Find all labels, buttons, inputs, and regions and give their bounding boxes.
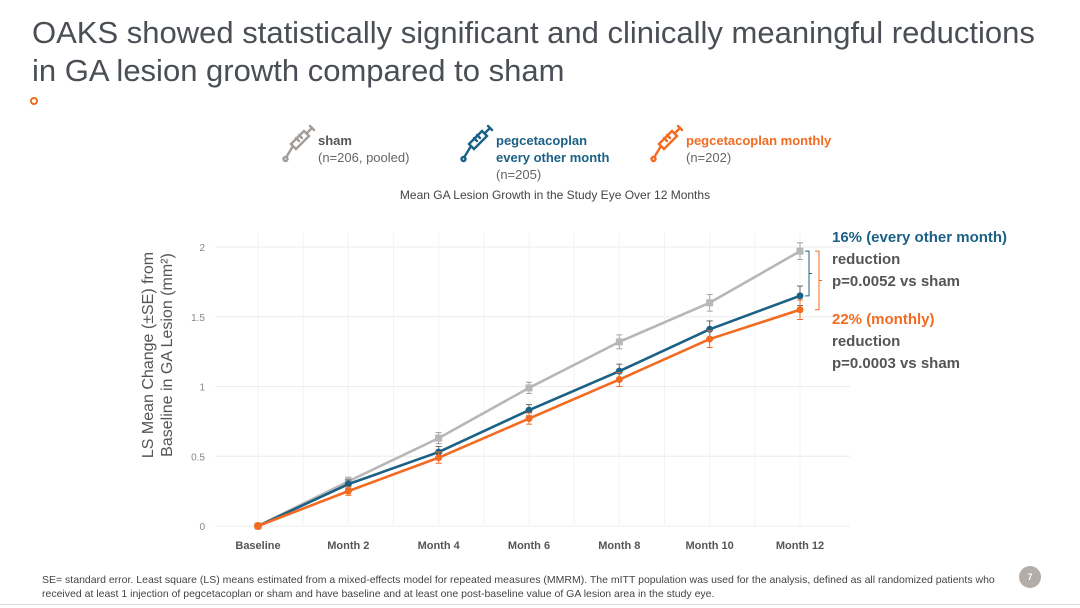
annotation-every-other-month: 16% (every other month) reduction p=0.00… bbox=[832, 227, 1007, 293]
data-point-every_other_month bbox=[796, 292, 804, 300]
data-point-monthly bbox=[615, 376, 623, 384]
legend-label-every-other-month-line2: every other month bbox=[496, 150, 610, 165]
syringe-icon bbox=[650, 124, 684, 163]
data-point-every_other_month bbox=[525, 406, 533, 414]
legend-n-every-other-month: (n=205) bbox=[496, 167, 542, 182]
data-point-sham bbox=[706, 299, 714, 307]
syringe-icon bbox=[460, 124, 494, 163]
chart-title: Mean GA Lesion Growth in the Study Eye O… bbox=[399, 188, 711, 202]
data-point-monthly bbox=[706, 335, 714, 343]
data-point-monthly bbox=[525, 415, 533, 423]
y-tick-label: 1.5 bbox=[191, 313, 205, 324]
page-number-badge: 7 bbox=[1019, 566, 1041, 588]
data-point-sham bbox=[615, 338, 623, 346]
bottom-divider bbox=[0, 604, 1080, 605]
legend-label-every-other-month-line1: pegcetacoplan bbox=[496, 133, 588, 148]
y-tick-label: 1 bbox=[199, 383, 205, 394]
annotation-eom-pct: 16% (every other month) bbox=[832, 229, 1008, 246]
annotation-monthly: 22% (monthly) reduction p=0.0003 vs sham bbox=[832, 309, 960, 375]
x-tick-label: Month 6 bbox=[508, 540, 550, 552]
footnote: SE= standard error. Least square (LS) me… bbox=[42, 574, 995, 600]
x-tick-label: Month 8 bbox=[598, 540, 640, 552]
data-point-baseline bbox=[254, 522, 262, 530]
title-divider bbox=[30, 97, 1080, 105]
annotation-monthly-reduction: reduction bbox=[832, 333, 901, 350]
legend-item-every-other-month: pegcetacoplan every other month (n=205) bbox=[458, 124, 609, 183]
legend-item-monthly: pegcetacoplan monthly (n=202) bbox=[648, 124, 831, 166]
data-point-every_other_month bbox=[344, 480, 352, 488]
x-tick-label: Month 2 bbox=[327, 540, 369, 552]
legend-label-sham: sham bbox=[318, 133, 352, 148]
y-tick-label: 0.5 bbox=[191, 452, 205, 463]
bracket-monthly bbox=[815, 250, 822, 311]
data-point-monthly bbox=[344, 487, 352, 495]
annotation-monthly-pct: 22% (monthly) bbox=[832, 311, 935, 328]
annotation-monthly-pvalue: p=0.0003 vs sham bbox=[832, 355, 961, 372]
x-tick-label: Month 4 bbox=[418, 540, 461, 552]
legend-label-monthly: pegcetacoplan monthly bbox=[686, 133, 832, 148]
y-tick-label: 0 bbox=[199, 522, 205, 533]
x-tick-label: Baseline bbox=[235, 540, 280, 552]
bracket-every-other-month bbox=[805, 250, 812, 297]
divider-circle-icon bbox=[30, 97, 38, 105]
x-tick-label: Month 12 bbox=[776, 540, 824, 552]
data-point-monthly bbox=[435, 454, 443, 462]
data-point-monthly bbox=[796, 306, 804, 314]
y-tick-label: 2 bbox=[199, 243, 205, 254]
data-point-sham bbox=[525, 384, 533, 392]
annotation-eom-reduction: reduction bbox=[832, 251, 901, 268]
annotation-eom-pvalue: p=0.0052 vs sham bbox=[832, 273, 961, 290]
data-point-sham bbox=[796, 247, 804, 255]
legend-n-sham: (n=206, pooled) bbox=[318, 150, 410, 165]
x-tick-label: Month 10 bbox=[686, 540, 734, 552]
legend-item-sham: sham (n=206, pooled) bbox=[280, 124, 409, 166]
syringe-icon bbox=[282, 124, 316, 163]
legend-n-monthly: (n=202) bbox=[686, 150, 732, 165]
slide-title: OAKS showed statistically significant an… bbox=[32, 15, 1035, 88]
data-point-sham bbox=[435, 434, 443, 442]
